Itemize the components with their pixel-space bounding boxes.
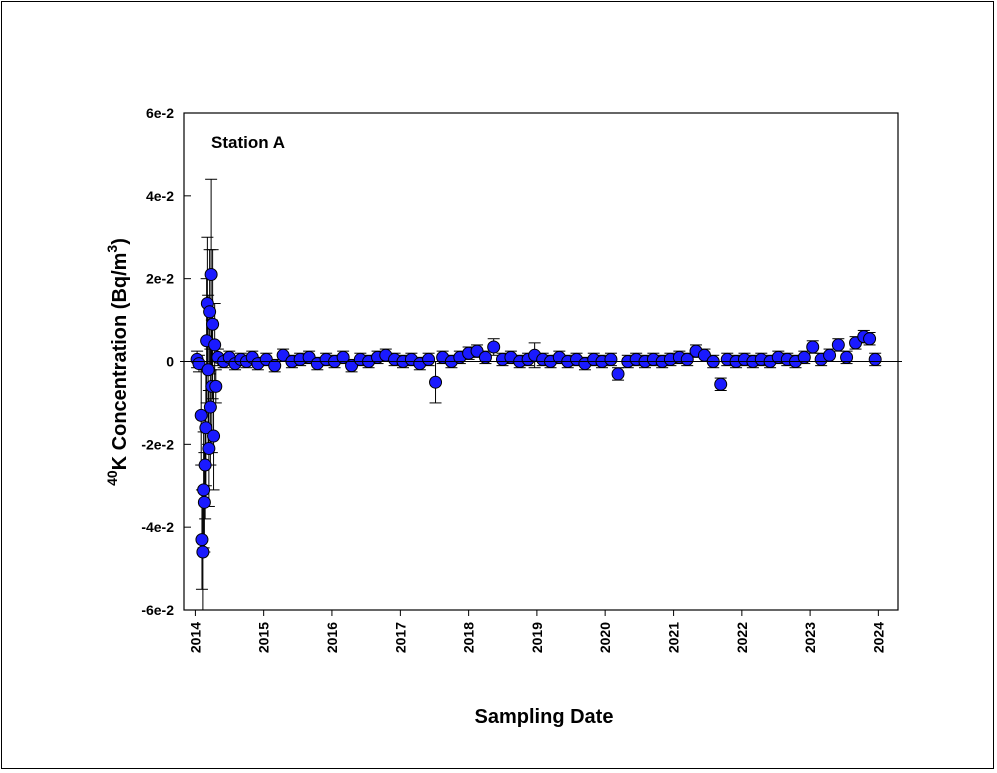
data-point <box>202 441 216 455</box>
x-tick-label: 2019 <box>529 622 545 653</box>
data-point <box>201 363 215 377</box>
data-point <box>197 495 211 509</box>
data-point <box>840 350 854 364</box>
data-point <box>197 483 211 497</box>
data-point <box>714 377 728 391</box>
data-point <box>196 545 210 559</box>
data-point <box>429 375 443 389</box>
y-axis-title-sup1: 40 <box>104 470 120 486</box>
data-point <box>823 348 837 362</box>
data-point <box>863 332 877 346</box>
data-point <box>680 352 694 366</box>
error-bars <box>191 178 882 610</box>
data-point <box>203 400 217 414</box>
data-point <box>206 317 220 331</box>
y-tick-label: 6e-2 <box>146 105 174 121</box>
y-axis-title-sup2: 3 <box>104 245 120 253</box>
data-point <box>209 379 223 393</box>
x-tick-label: 2018 <box>461 622 477 653</box>
x-tick-label: 2023 <box>802 622 818 653</box>
x-tick-label: 2016 <box>324 622 340 653</box>
x-tick-label: 2017 <box>392 622 408 653</box>
data-point <box>604 352 618 366</box>
data-point <box>198 458 212 472</box>
data-point <box>336 350 350 364</box>
data-point <box>207 429 221 443</box>
data-point <box>208 338 222 352</box>
y-tick-label: -6e-2 <box>141 602 174 618</box>
x-tick-label: 2022 <box>734 622 750 653</box>
data-point <box>868 352 882 366</box>
x-tick-label: 2020 <box>597 622 613 653</box>
data-point <box>204 268 218 282</box>
data-point <box>192 357 206 371</box>
y-tick-label: 0 <box>166 354 174 370</box>
y-axis-ticks: 6e-2 4e-2 2e-2 0 -2e-2 -4e-2 -6e-2 <box>141 105 191 618</box>
data-point <box>268 359 282 373</box>
data-point <box>611 367 625 381</box>
station-label: Station A <box>211 133 285 152</box>
data-point <box>831 338 845 352</box>
data-point <box>195 533 209 547</box>
x-tick-label: 2015 <box>256 622 272 653</box>
y-axis-title-main: K Concentration (Bq/m <box>109 253 131 471</box>
y-axis-title-close: ) <box>109 238 131 245</box>
data-point <box>487 340 501 354</box>
y-tick-label: -2e-2 <box>141 436 174 452</box>
y-tick-label: -4e-2 <box>141 519 174 535</box>
data-point <box>199 421 213 435</box>
data-point <box>478 350 492 364</box>
y-axis-title: 40K Concentration (Bq/m3) <box>104 238 131 486</box>
y-tick-label: 2e-2 <box>146 271 174 287</box>
x-axis-ticks: 2014 2015 2016 2017 2018 2019 2020 2021 2022 2023… <box>187 610 886 653</box>
data-points <box>190 268 882 559</box>
data-point <box>797 350 811 364</box>
x-tick-label: 2021 <box>666 622 682 653</box>
data-point <box>203 305 217 319</box>
data-point <box>345 359 359 373</box>
data-point <box>806 340 820 354</box>
data-point <box>194 408 208 422</box>
x-tick-label: 2014 <box>187 622 203 653</box>
x-axis-title: Sampling Date <box>475 706 614 728</box>
x-tick-label: 2024 <box>870 622 886 653</box>
y-tick-label: 4e-2 <box>146 188 174 204</box>
data-point <box>422 352 436 366</box>
